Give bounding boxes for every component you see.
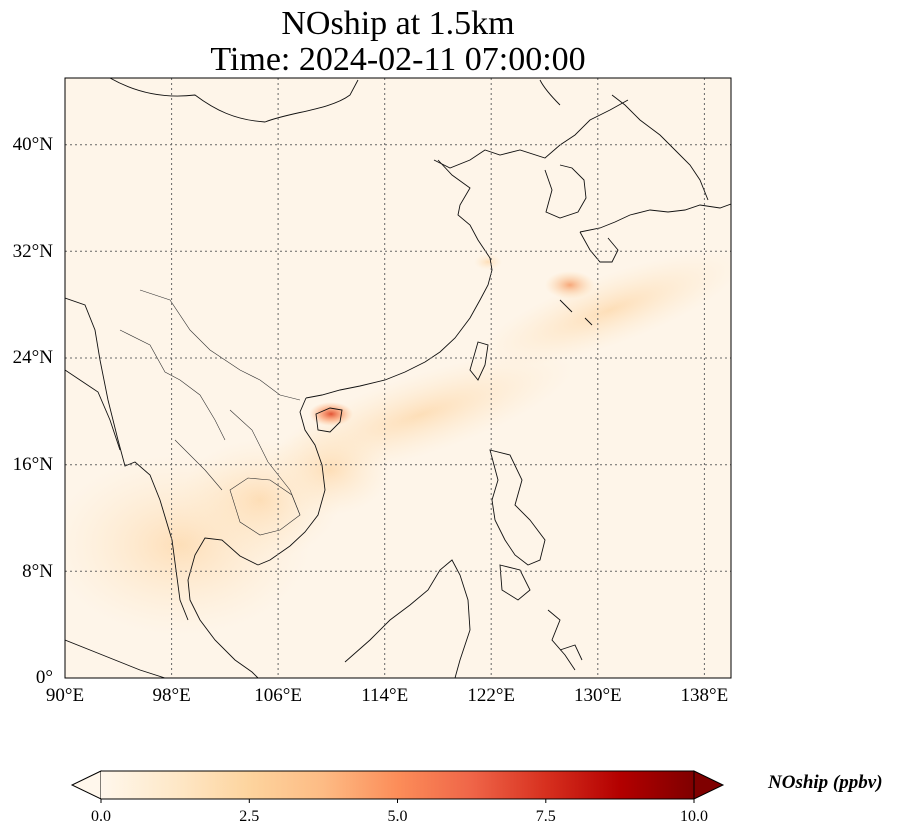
lon-tick-label: 98°E [152,685,191,706]
country-borders [119,289,301,536]
colorbar-tick-label: 5.0 [387,808,408,825]
map-border [64,77,732,679]
lon-tick-label: 122°E [467,685,516,706]
lat-tick-label: 40°N [12,134,53,155]
lat-tick-label: 24°N [12,347,53,368]
hotspot-hainan [309,402,353,426]
lon-tick-label: 130°E [573,685,622,706]
lon-tick-label: 138°E [680,685,729,706]
colorbar-tick-label: 2.5 [239,808,260,825]
hotspot-east-china-sea [545,271,595,299]
lon-tick-label: 90°E [45,685,85,706]
lat-tick-label: 8°N [22,561,53,582]
concentration-field [65,78,731,678]
coastlines [65,78,731,678]
lat-tick-label: 0° [35,667,53,688]
colorbar-tick-label: 7.5 [535,808,556,825]
colorbar-gradient [101,771,694,799]
colorbar [70,770,725,803]
gridlines [65,78,731,678]
colorbar-tick-label: 10.0 [680,808,708,825]
lat-tick-label: 32°N [12,241,53,262]
map-title: NOship at 1.5km [281,5,515,42]
colorbar-label: NOship (ppbv) [768,772,883,793]
colorbar-tick-label: 0.0 [91,808,111,825]
colorbar-extend-max [693,770,725,800]
lat-tick-label: 16°N [12,454,53,475]
lon-tick-label: 106°E [254,685,302,706]
lon-tick-label: 114°E [361,685,409,706]
colorbar-extend-min [70,770,102,800]
map-subtitle-time: Time: 2024-02-11 07:00:00 [210,41,586,78]
